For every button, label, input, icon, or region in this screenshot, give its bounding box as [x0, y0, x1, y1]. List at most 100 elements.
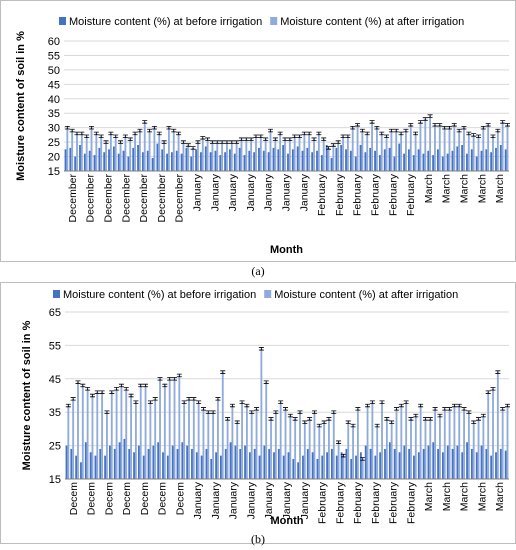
bar-after: [501, 121, 504, 171]
x-tick-label: March: [476, 482, 488, 511]
x-tick-label: Decem: [174, 482, 186, 516]
bar-after: [158, 133, 161, 171]
chart-b-panel: Moisture content (%) at before irrigatio…: [0, 282, 516, 544]
error-bar: [345, 420, 351, 424]
x-tick-label: February: [370, 481, 382, 524]
bar-after: [467, 412, 470, 479]
x-tick-label: March: [494, 174, 506, 203]
error-bar: [229, 140, 235, 144]
bar-after: [76, 133, 78, 171]
bar-before: [224, 152, 227, 171]
error-bar: [215, 397, 221, 401]
x-tick-label: February: [334, 173, 346, 216]
bar-after: [284, 408, 287, 479]
bar-before: [238, 147, 241, 171]
error-bar: [171, 128, 177, 133]
error-bar: [316, 423, 322, 428]
bar-after: [260, 348, 263, 479]
bar-after: [356, 124, 359, 171]
chart-a: Moisture content (%) at before irrigatio…: [15, 16, 511, 256]
bar-after: [453, 124, 456, 171]
error-bar: [360, 457, 366, 461]
bar-before: [413, 455, 415, 479]
bar-after: [443, 127, 446, 171]
bar-before: [75, 455, 78, 479]
x-tick-label: Decem: [86, 482, 98, 516]
error-bar: [283, 407, 289, 411]
bar-after: [390, 422, 393, 479]
bar-after: [130, 395, 132, 479]
bar-after: [299, 412, 301, 479]
x-tick-label: February: [388, 481, 400, 524]
bar-before: [349, 150, 352, 171]
bar-after: [346, 136, 349, 171]
bar-before: [98, 147, 101, 171]
error-bar: [495, 370, 501, 374]
x-tick-label: January: [263, 481, 275, 519]
bar-before: [350, 458, 353, 479]
error-bar: [167, 377, 173, 381]
bar-before: [345, 149, 347, 171]
bar-before: [248, 452, 251, 479]
error-bar: [205, 410, 211, 414]
bar-after: [265, 382, 268, 479]
y-tick-label: 15: [49, 474, 61, 486]
bar-before: [432, 155, 435, 171]
error-bar: [195, 140, 201, 144]
error-bar: [166, 125, 172, 130]
error-bar: [408, 123, 414, 127]
error-bar: [331, 410, 337, 414]
error-bar: [330, 143, 336, 147]
error-bar: [316, 131, 322, 136]
error-bar: [200, 407, 206, 411]
error-bar: [427, 417, 433, 421]
bar-before: [388, 442, 391, 479]
y-tick-label: 30: [48, 123, 60, 135]
error-bar: [447, 407, 453, 411]
bar-after: [154, 398, 157, 479]
error-bar: [114, 387, 120, 391]
bar-after: [308, 133, 311, 171]
bar-after: [375, 127, 378, 171]
bar-after: [414, 133, 417, 171]
error-bar: [345, 134, 351, 139]
legend: Moisture content (%) at before irrigatio…: [59, 16, 464, 28]
error-bar: [272, 137, 278, 141]
bar-after: [250, 412, 253, 479]
error-bar: [442, 407, 448, 411]
bar-after: [366, 405, 369, 479]
bar-after: [419, 121, 422, 171]
y-tick-label: 55: [48, 50, 60, 62]
bar-before: [137, 445, 140, 479]
bar-before: [84, 442, 87, 479]
bars: [65, 347, 511, 479]
bar-before: [490, 455, 493, 479]
bar-after: [114, 136, 117, 171]
bar-before: [427, 150, 430, 171]
bar-before: [151, 158, 154, 171]
bar-after: [153, 127, 156, 171]
bar-before: [74, 156, 77, 171]
bar-before: [287, 452, 290, 479]
bar-before: [398, 452, 401, 479]
error-bar: [475, 134, 481, 139]
bar-after: [438, 124, 441, 171]
bar-after: [328, 418, 330, 479]
error-bar: [249, 410, 255, 414]
error-bar: [432, 407, 438, 411]
error-bar: [137, 128, 143, 133]
bar-before: [499, 448, 502, 479]
error-bar: [278, 400, 284, 404]
bar-after: [259, 136, 262, 171]
bar-after: [71, 130, 74, 171]
bar-before: [112, 146, 115, 171]
bar-after: [419, 405, 422, 479]
bar-after: [409, 124, 412, 171]
bar-after: [125, 388, 128, 479]
legend-swatch: [270, 17, 278, 25]
bar-before: [277, 448, 280, 479]
x-tick-label: February: [316, 173, 328, 216]
bars: [64, 114, 511, 171]
bar-after: [255, 136, 257, 171]
bar-after: [342, 455, 345, 479]
